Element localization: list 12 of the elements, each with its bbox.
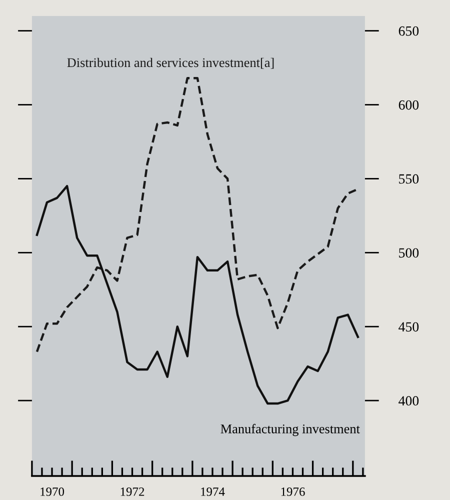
x-tick-label: 1970 [40, 487, 64, 496]
x-tick-label: 1974 [201, 488, 225, 496]
y-tick-label: 450 [398, 322, 419, 332]
y-tick-label: 500 [399, 248, 419, 258]
y-tick-label: 550 [399, 174, 419, 184]
y-tick-label: 400 [398, 396, 419, 406]
x-tick-label: 1972 [120, 488, 144, 496]
text: Manufacturing investment [220, 424, 360, 436]
series-label: Distribution and services investment[a] [67, 58, 274, 69]
y-tick-label: 650 [398, 26, 419, 36]
y-tick-label: 600 [398, 100, 419, 110]
x-tick-label: 1976 [281, 488, 305, 496]
